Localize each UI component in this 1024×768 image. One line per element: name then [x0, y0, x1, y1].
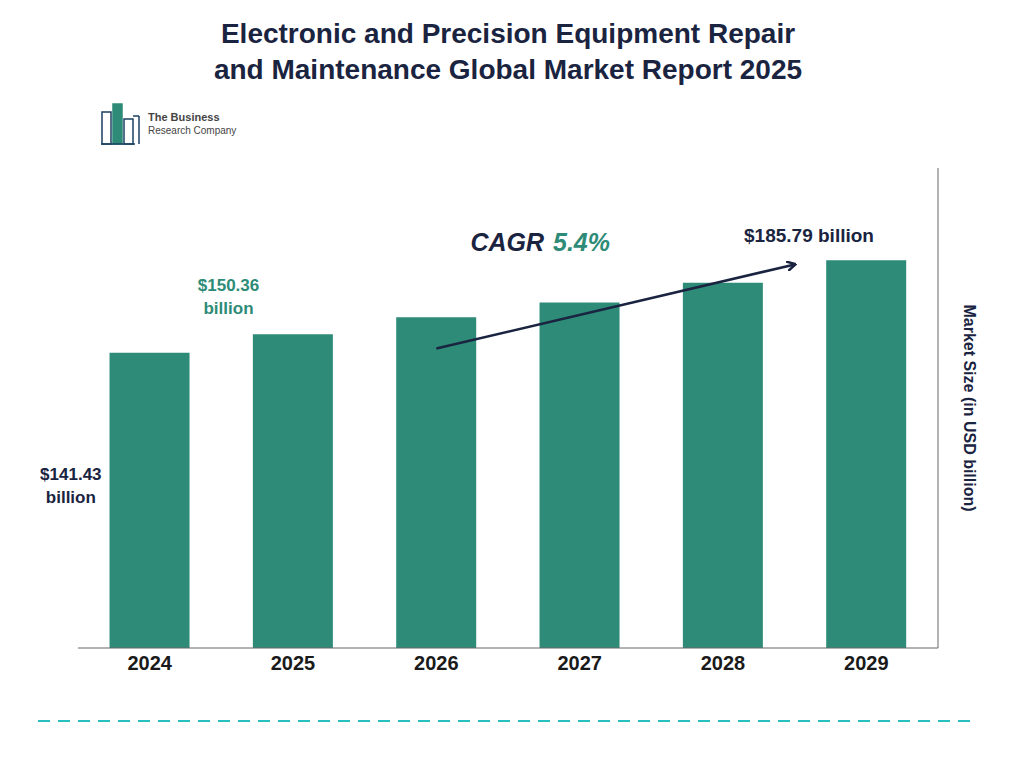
svg-text:2027: 2027	[557, 652, 602, 674]
svg-text:$150.36billion: $150.36billion	[198, 276, 259, 318]
html-text:The Business: The Business	[148, 110, 220, 123]
html-text:Electronic and Precision Equip: Electronic and Precision Equipment Repai…	[213, 18, 803, 86]
svg-text:2028: 2028	[701, 652, 746, 674]
svg-text:Market Size (in USD billion): Market Size (in USD billion)	[961, 304, 978, 511]
svg-text:2025: 2025	[271, 652, 316, 674]
svg-text:$141.43billion: $141.43billion	[40, 465, 101, 507]
svg-text:5.4%: 5.4%	[553, 228, 610, 256]
svg-text:2029: 2029	[844, 652, 889, 674]
svg-text:2024: 2024	[127, 652, 172, 674]
svg-text:CAGR: CAGR	[470, 228, 551, 256]
html-text:Research Company: Research Company	[148, 124, 237, 136]
svg-text:$185.79 billion: $185.79 billion	[744, 225, 874, 246]
svg-text:2026: 2026	[414, 652, 459, 674]
